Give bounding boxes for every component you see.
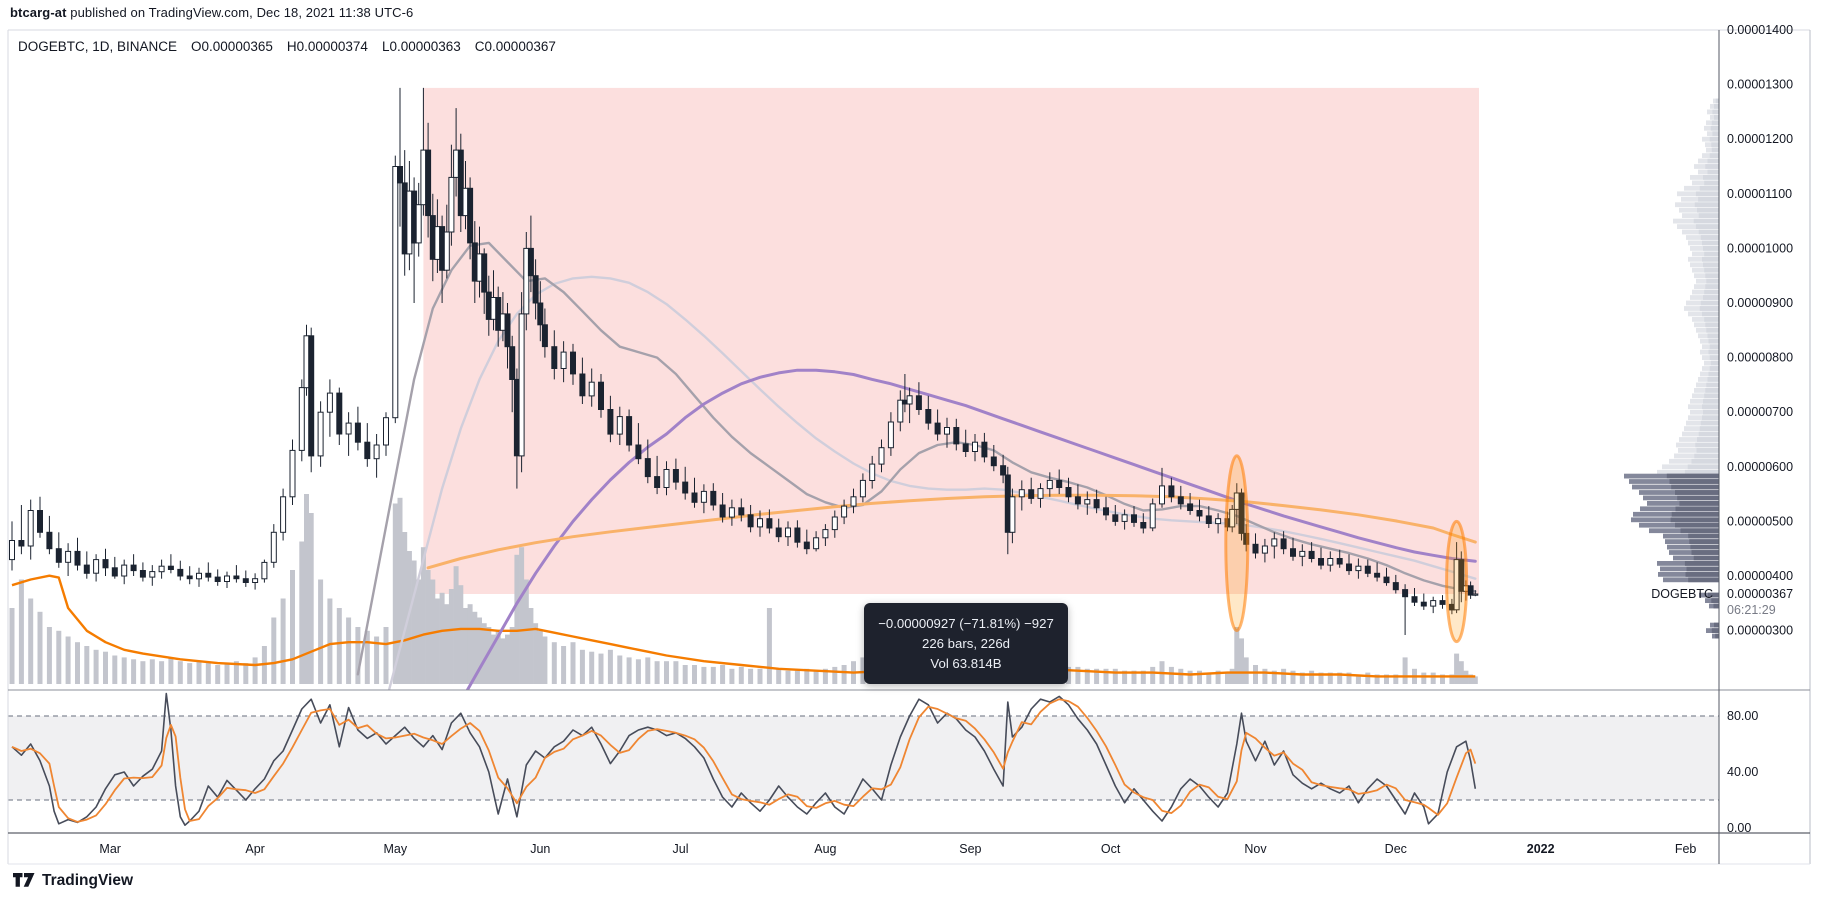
ohlc-legend[interactable]: DOGEBTC, 1D, BINANCE O0.00000365 H0.000003… (18, 39, 570, 54)
price-tick-label: 0.00000300 (1727, 624, 1793, 638)
legend-close: C0.00000367 (474, 39, 556, 54)
month-tick-label: Apr (245, 842, 264, 856)
price-tick-label: 0.00001100 (1727, 187, 1792, 201)
price-tick-label: 0.00001200 (1727, 132, 1793, 146)
legend-low: L0.00000363 (381, 39, 461, 54)
time-axis[interactable]: Mar Apr May Jun Jul Aug Sep Oct Nov Dec 2022 Feb (99, 842, 1696, 856)
measure-change: −0.00000927 (−71.81%) −927 (878, 616, 1054, 631)
rsi-tick-label: 40.00 (1727, 765, 1758, 779)
legend-high: H0.00000374 (286, 39, 368, 54)
legend-open: O0.00000365 (191, 39, 273, 54)
price-tick-label: 0.00001000 (1727, 241, 1793, 255)
published-line: btcarg-at published on TradingView.com, … (10, 5, 413, 20)
last-price-label: 0.00000367 (1727, 587, 1793, 601)
volume-profile (1624, 98, 1720, 639)
price-tick-label: 0.00000800 (1727, 351, 1793, 365)
price-tick-label: 0.00000600 (1727, 460, 1793, 474)
price-tick-label: 0.00000700 (1727, 405, 1793, 419)
price-axis[interactable]: 0.00000300 0.00000400 0.00000500 0.00000600… (1651, 23, 1793, 835)
ma100-line (465, 368, 1477, 690)
rsi-k-line (11, 692, 1477, 826)
rsi-tick-label: 0.00 (1727, 821, 1751, 835)
month-tick-label: May (383, 842, 407, 856)
price-tick-label: 0.00000500 (1727, 514, 1793, 528)
month-tick-label: Jul (673, 842, 689, 856)
ma200-line (426, 493, 1477, 570)
price-tick-label: 0.00001400 (1727, 23, 1793, 37)
rsi-tick-label: 80.00 (1727, 709, 1758, 723)
published-text: published on TradingView.com, Dec 18, 20… (66, 5, 414, 20)
price-tick-label: 0.00000900 (1727, 296, 1793, 310)
measure-bars: 226 bars, 226d (922, 636, 1010, 651)
month-tick-label: Feb (1675, 842, 1697, 856)
month-tick-label: Aug (814, 842, 836, 856)
highlight-ellipse-2[interactable] (1445, 519, 1469, 644)
month-tick-label: Sep (959, 842, 981, 856)
price-tick-label: 0.00000400 (1727, 569, 1793, 583)
highlight-ellipse-1[interactable] (1224, 454, 1250, 633)
rsi-band (8, 716, 1719, 800)
price-tick-label: 0.00001300 (1727, 78, 1793, 92)
candles-layer (9, 87, 1479, 635)
author-name: btcarg-at (10, 5, 67, 20)
measure-rect[interactable] (423, 87, 1479, 595)
pane-borders (7, 29, 1811, 865)
month-tick-label: Oct (1101, 842, 1121, 856)
rsi-pane[interactable] (8, 692, 1719, 826)
rsi-d-line (11, 698, 1477, 823)
month-tick-label: 2022 (1527, 842, 1555, 856)
measure-tooltip[interactable]: −0.00000927 (−71.81%) −927 226 bars, 226… (864, 603, 1068, 684)
last-price-symbol: DOGEBTC (1651, 587, 1713, 601)
legend-symbol[interactable]: DOGEBTC, 1D, BINANCE (18, 39, 178, 54)
tradingview-logo[interactable]: TradingView (13, 872, 133, 890)
countdown-label: 06:21:29 (1727, 603, 1776, 617)
ma50-line (387, 275, 1477, 690)
tradingview-logo-text: TradingView (42, 872, 134, 889)
month-tick-label: Jun (530, 842, 550, 856)
month-tick-label: Dec (1385, 842, 1407, 856)
month-tick-label: Mar (99, 842, 121, 856)
measure-volume: Vol 63.814B (930, 656, 1002, 671)
tradingview-logo-icon (13, 872, 35, 887)
volume-ma-line (11, 574, 1476, 678)
month-tick-label: Nov (1244, 842, 1267, 856)
